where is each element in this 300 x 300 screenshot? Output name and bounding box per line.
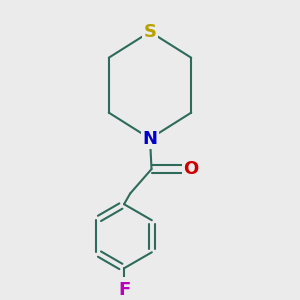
Text: S: S [143,23,157,41]
Text: F: F [118,281,130,299]
Text: O: O [183,160,198,178]
Text: N: N [142,130,158,148]
